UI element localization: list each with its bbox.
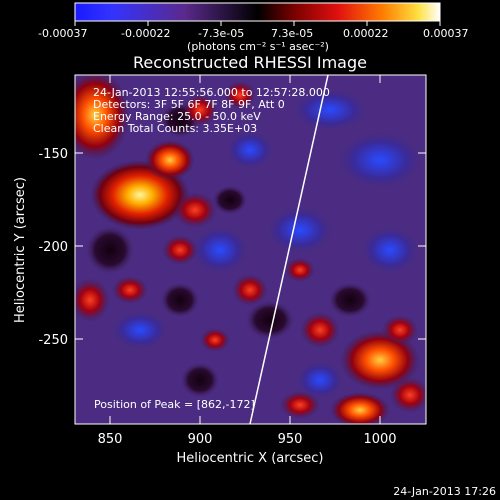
- plot-title: Reconstructed RHESSI Image: [133, 53, 367, 72]
- image-map: [75, 75, 426, 424]
- x-tick-label: 1000: [363, 432, 396, 447]
- y-tick-label: -150: [38, 147, 68, 162]
- solar-limb-line: [249, 75, 329, 424]
- colorbar-tick-label: 0.00022: [343, 27, 389, 40]
- info-clean-counts: Clean Total Counts: 3.35E+03: [93, 122, 257, 135]
- colorbar-gradient: [74, 2, 441, 22]
- colorbar-units-label: (photons cm⁻² s⁻¹ asec⁻²): [187, 40, 329, 53]
- info-detectors: Detectors: 3F 5F 6F 7F 8F 9F, Att 0: [93, 98, 285, 111]
- x-tick-label: 900: [188, 432, 213, 447]
- colorbar-tick-label: -0.00037: [38, 27, 87, 40]
- colorbar-tick-label: -7.3e-05: [198, 27, 244, 40]
- info-time-range: 24-Jan-2013 12:55:56.000 to 12:57:28.000: [93, 86, 330, 99]
- x-tick-label: 950: [278, 432, 303, 447]
- colorbar-tick-label: 7.3e-05: [271, 27, 313, 40]
- footer-timestamp: 24-Jan-2013 17:26: [393, 485, 496, 498]
- plot-frame: [74, 74, 427, 425]
- colorbar-tick-label: 0.00037: [423, 27, 469, 40]
- x-tick-label: 850: [98, 432, 123, 447]
- y-axis-label: Heliocentric Y (arcsec): [13, 177, 28, 323]
- x-axis-ticks: [75, 75, 426, 424]
- x-axis-label: Heliocentric X (arcsec): [177, 451, 324, 466]
- colorbar-panel: -0.00037 -0.00022 -7.3e-05 7.3e-05 0.000…: [38, 2, 469, 53]
- info-energy-range: Energy Range: 25.0 - 50.0 keV: [93, 110, 261, 123]
- colorbar-tick-label: -0.00022: [121, 27, 170, 40]
- y-tick-label: -200: [38, 240, 68, 255]
- title-panel: Reconstructed RHESSI Image: [133, 53, 367, 72]
- peak-position-label: Position of Peak = [862,-172]: [94, 398, 255, 411]
- y-tick-label: -250: [38, 333, 68, 348]
